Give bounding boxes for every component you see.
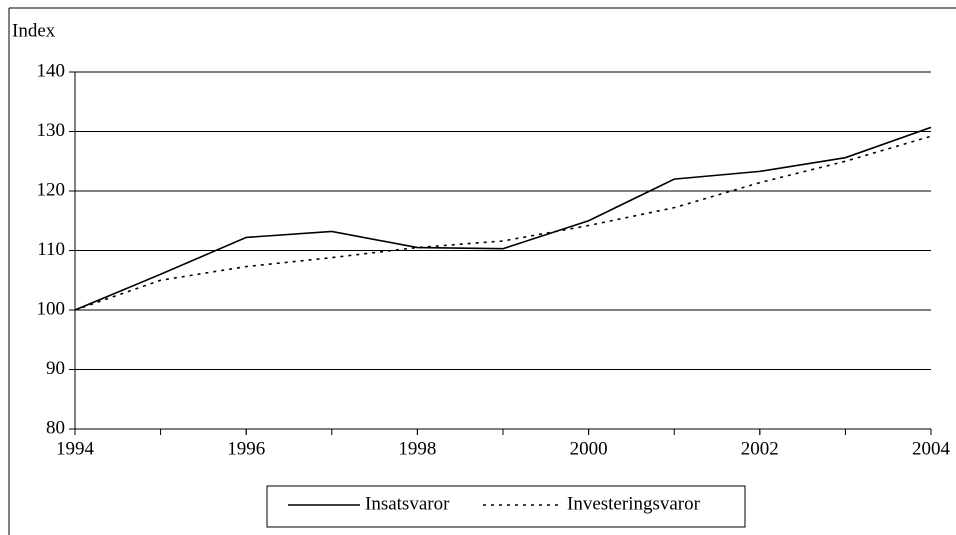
series-line (74, 126, 932, 311)
y-tick-label: 80 (46, 417, 65, 438)
y-tick-label: 100 (37, 298, 66, 319)
legend-label: Insatsvaror (365, 493, 450, 514)
y-axis-label: Index (12, 20, 56, 41)
legend-label: Investeringsvaror (567, 493, 701, 514)
legend-box (266, 485, 746, 528)
y-tick-label: 120 (37, 179, 66, 200)
x-tick-label: 1996 (227, 438, 265, 459)
series-line (74, 135, 932, 311)
x-tick-label: 2000 (570, 438, 608, 459)
x-tick-label: 1994 (56, 438, 95, 459)
x-tick-label: 2002 (741, 438, 779, 459)
y-tick-label: 110 (37, 239, 65, 260)
y-tick-label: 130 (37, 120, 66, 141)
y-tick-label: 140 (37, 60, 66, 81)
x-tick-label: 1998 (398, 438, 436, 459)
x-tick-label: 2004 (912, 438, 951, 459)
y-tick-label: 90 (46, 358, 65, 379)
